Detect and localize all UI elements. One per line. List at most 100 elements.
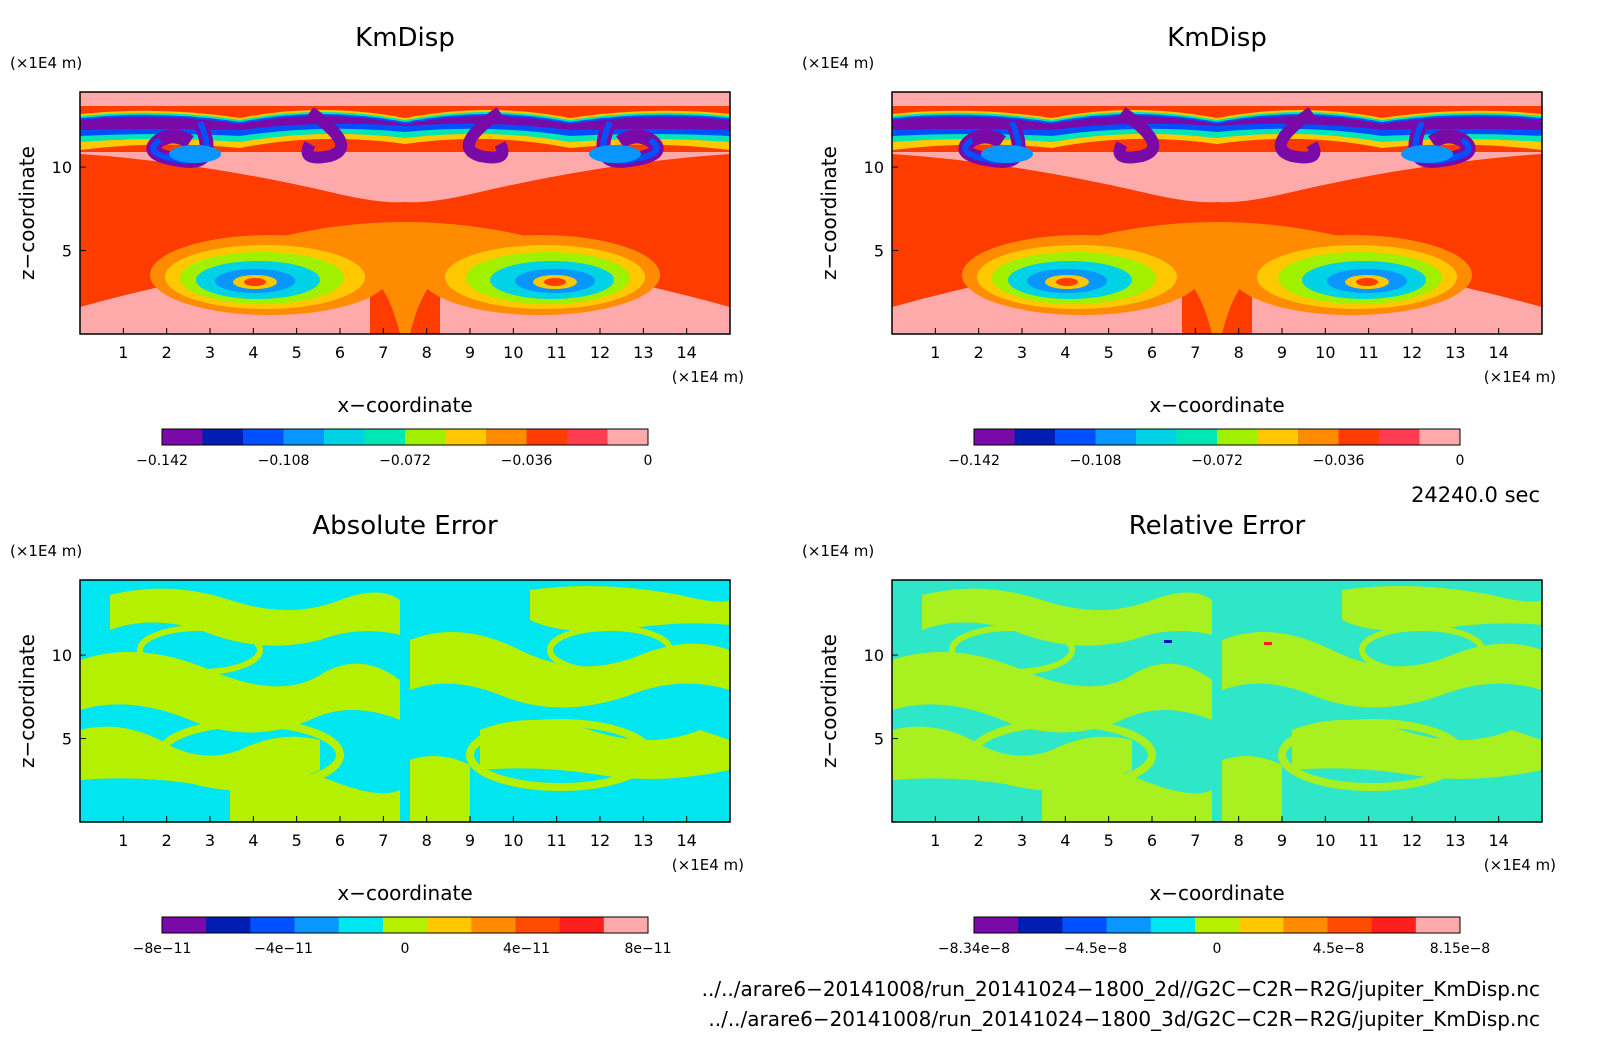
colorbar-swatch (607, 429, 649, 445)
x-unit-label: (×1E4 m) (672, 856, 744, 874)
x-tick-label: 12 (1402, 831, 1422, 850)
panel-bottom-right: Relative Error (×1E4 m) 1 2 3 4 5 6 7 8 9 10 11 12 1… (802, 511, 1556, 957)
vortex-core (1056, 278, 1078, 286)
x-tick-label: 5 (1104, 343, 1114, 362)
x-tick-label: 2 (162, 831, 172, 850)
panel-title: KmDisp (355, 23, 455, 53)
vortex-core (544, 278, 566, 286)
colorbar-swatch (1150, 917, 1196, 933)
colorbar-frame (973, 916, 1461, 934)
colorbar-swatch (1371, 917, 1417, 933)
colorbar-swatch (974, 429, 1015, 445)
colorbar-swatch (206, 917, 251, 933)
colorbar-tick-label: 8.15e−8 (1430, 941, 1490, 957)
colorbar-swatch (486, 429, 527, 445)
colorbar-tick-label: −8e−11 (133, 941, 192, 957)
curl-core (981, 145, 1033, 163)
colorbar-tick-label: 0 (644, 453, 653, 469)
error-blob-right (410, 756, 470, 822)
panel-top-right: KmDisp (×1E4 m) 1 2 3 4 5 6 7 8 9 10 11 12 13 14 510 … (802, 23, 1556, 469)
x-unit-label: (×1E4 m) (672, 368, 744, 386)
panel-title: Absolute Error (312, 511, 498, 541)
error-blob-right (1292, 720, 1542, 779)
curl-core (1401, 145, 1453, 163)
y-tick-label: 10 (52, 158, 72, 177)
plot-frame (891, 579, 1543, 823)
colorbar-swatch (1062, 917, 1108, 933)
x-axis-label: x−coordinate (1149, 881, 1284, 905)
y-tick-labels: 5 10 (52, 646, 86, 749)
x-tick-label: 3 (1017, 343, 1027, 362)
error-blob-left (110, 588, 400, 646)
colorbar-swatch (1194, 917, 1240, 933)
y-axis-label: z−coordinate (15, 634, 39, 768)
x-tick-label: 6 (335, 831, 345, 850)
y-tick-label: 5 (874, 730, 884, 749)
contour-field (80, 92, 730, 334)
y-axis-label: z−coordinate (817, 146, 841, 280)
colorbar-swatch (1239, 917, 1284, 933)
colorbar-tick-label: 4.5e−8 (1313, 941, 1365, 957)
panel-title: KmDisp (1167, 23, 1267, 53)
colorbar-tick-label: −0.072 (379, 453, 431, 469)
x-axis-label: x−coordinate (337, 393, 472, 417)
colorbar-swatch (1298, 429, 1339, 445)
panel-top-left: KmDisp (×1E4 m) 1 2 3 4 5 6 7 8 9 10 11 12 13 14 510 … (10, 23, 744, 469)
colorbar: −8.34e−8 −4.5e−8 0 4.5e−8 8.15e−8 (938, 916, 1490, 957)
x-tick-label: 13 (1445, 831, 1465, 850)
x-tick-label: 12 (590, 343, 610, 362)
error-blob-right (1222, 632, 1542, 708)
x-tick-label: 7 (378, 831, 388, 850)
colorbar-tick-label: −0.036 (1313, 453, 1365, 469)
error-swirl (968, 719, 1156, 791)
error-blob-right (1342, 586, 1542, 632)
colorbar-swatch (294, 917, 340, 933)
x-tick-label: 13 (1445, 343, 1465, 362)
x-tick-label: 11 (546, 831, 566, 850)
x-tick-label: 6 (1147, 831, 1157, 850)
x-tick-label: 1 (118, 831, 128, 850)
x-tick-label: 8 (422, 343, 432, 362)
x-tick-label: 6 (1147, 343, 1157, 362)
colorbar-tick-label: 8e−11 (624, 941, 671, 957)
error-blob-left (1042, 768, 1212, 822)
error-swirl-upper (547, 625, 673, 675)
x-tick-label: 3 (1017, 831, 1027, 850)
x-tick-label: 11 (1358, 831, 1378, 850)
x-tick-label: 5 (292, 343, 302, 362)
colorbar-swatch (1176, 429, 1218, 445)
error-swirl (156, 719, 344, 791)
colorbar-tick-label: −4e−11 (254, 941, 313, 957)
y-axis-label: z−coordinate (15, 146, 39, 280)
error-swirl-upper (1359, 625, 1485, 675)
error-blob-right (410, 632, 730, 708)
file-path-2d: ../../arare6−20141008/run_20141024−1800_… (702, 977, 1540, 1001)
x-tick-labels: 1 2 3 4 5 6 7 8 9 10 11 12 13 14 (118, 816, 697, 850)
colorbar-swatch (567, 429, 608, 445)
colorbar-swatch (515, 917, 561, 933)
colorbar-swatch (324, 429, 365, 445)
y-tick-labels: 5 10 (52, 158, 86, 261)
y-unit-label: (×1E4 m) (802, 54, 874, 72)
error-swirl-upper (137, 625, 263, 675)
x-tick-label: 10 (1315, 831, 1335, 850)
colorbar-swatch (1018, 917, 1063, 933)
x-tick-label: 1 (930, 343, 940, 362)
x-tick-label: 1 (930, 831, 940, 850)
y-unit-label: (×1E4 m) (802, 542, 874, 560)
y-axis-label: z−coordinate (817, 634, 841, 768)
contour-field (892, 580, 1542, 822)
colorbar-frame (161, 428, 649, 446)
x-tick-label: 4 (1060, 343, 1070, 362)
x-tick-label: 9 (1277, 831, 1287, 850)
x-tick-labels: 1 2 3 4 5 6 7 8 9 10 11 12 13 14 (930, 328, 1509, 362)
colorbar-swatch (250, 917, 296, 933)
contour-field (892, 92, 1542, 334)
x-tick-label: 8 (1234, 343, 1244, 362)
contour-field (80, 580, 730, 822)
colorbar-swatch (1257, 429, 1299, 445)
colorbar-frame (161, 916, 649, 934)
plot-frame (891, 91, 1543, 335)
colorbar-swatch (1419, 429, 1461, 445)
x-tick-label: 1 (118, 343, 128, 362)
